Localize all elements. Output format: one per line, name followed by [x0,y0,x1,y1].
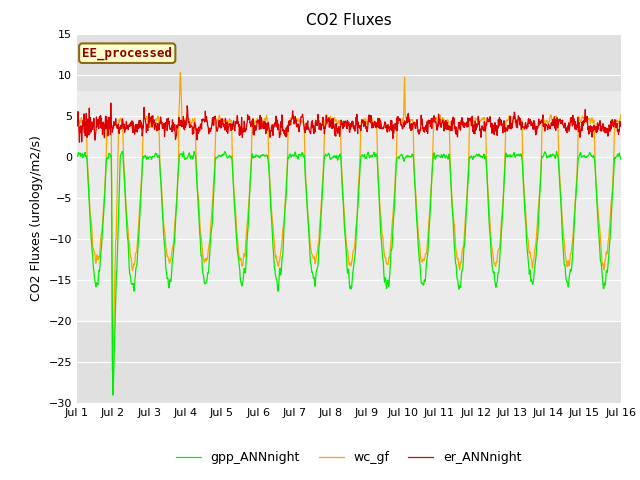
Y-axis label: CO2 Fluxes (urology/m2/s): CO2 Fluxes (urology/m2/s) [30,135,43,301]
er_ANNnight [434,121,442,127]
er_ANNnight [76,139,83,145]
er_ANNnight [255,127,263,132]
gpp_ANNnight [73,153,81,159]
Bar [77,91,621,321]
wc_gf [255,117,263,123]
gpp_ANNnight [617,156,625,162]
er_ANNnight [553,123,561,129]
wc_gf [109,368,116,373]
er_ANNnight [195,130,202,136]
wc_gf [195,196,202,202]
gpp_ANNnight [553,149,561,155]
gpp_ANNnight [195,202,202,208]
er_ANNnight [617,120,625,125]
Line: er_ANNnight: er_ANNnight [77,103,621,142]
wc_gf [177,69,184,75]
wc_gf [182,116,189,121]
er_ANNnight [182,125,189,131]
gpp_ANNnight [255,154,263,159]
wc_gf [553,115,561,121]
wc_gf [505,115,513,120]
Line: gpp_ANNnight: gpp_ANNnight [77,152,621,395]
er_ANNnight [107,100,115,106]
er_ANNnight [505,123,513,129]
Text: EE_processed: EE_processed [82,47,172,60]
wc_gf [617,112,625,118]
wc_gf [73,112,81,118]
gpp_ANNnight [109,392,116,398]
gpp_ANNnight [434,152,442,158]
Legend: gpp_ANNnight, wc_gf, er_ANNnight: gpp_ANNnight, wc_gf, er_ANNnight [171,446,527,469]
gpp_ANNnight [505,153,513,159]
gpp_ANNnight [181,156,189,162]
Title: CO2 Fluxes: CO2 Fluxes [306,13,392,28]
wc_gf [434,119,442,125]
er_ANNnight [73,110,81,116]
gpp_ANNnight [553,149,561,155]
Line: wc_gf: wc_gf [77,72,621,371]
